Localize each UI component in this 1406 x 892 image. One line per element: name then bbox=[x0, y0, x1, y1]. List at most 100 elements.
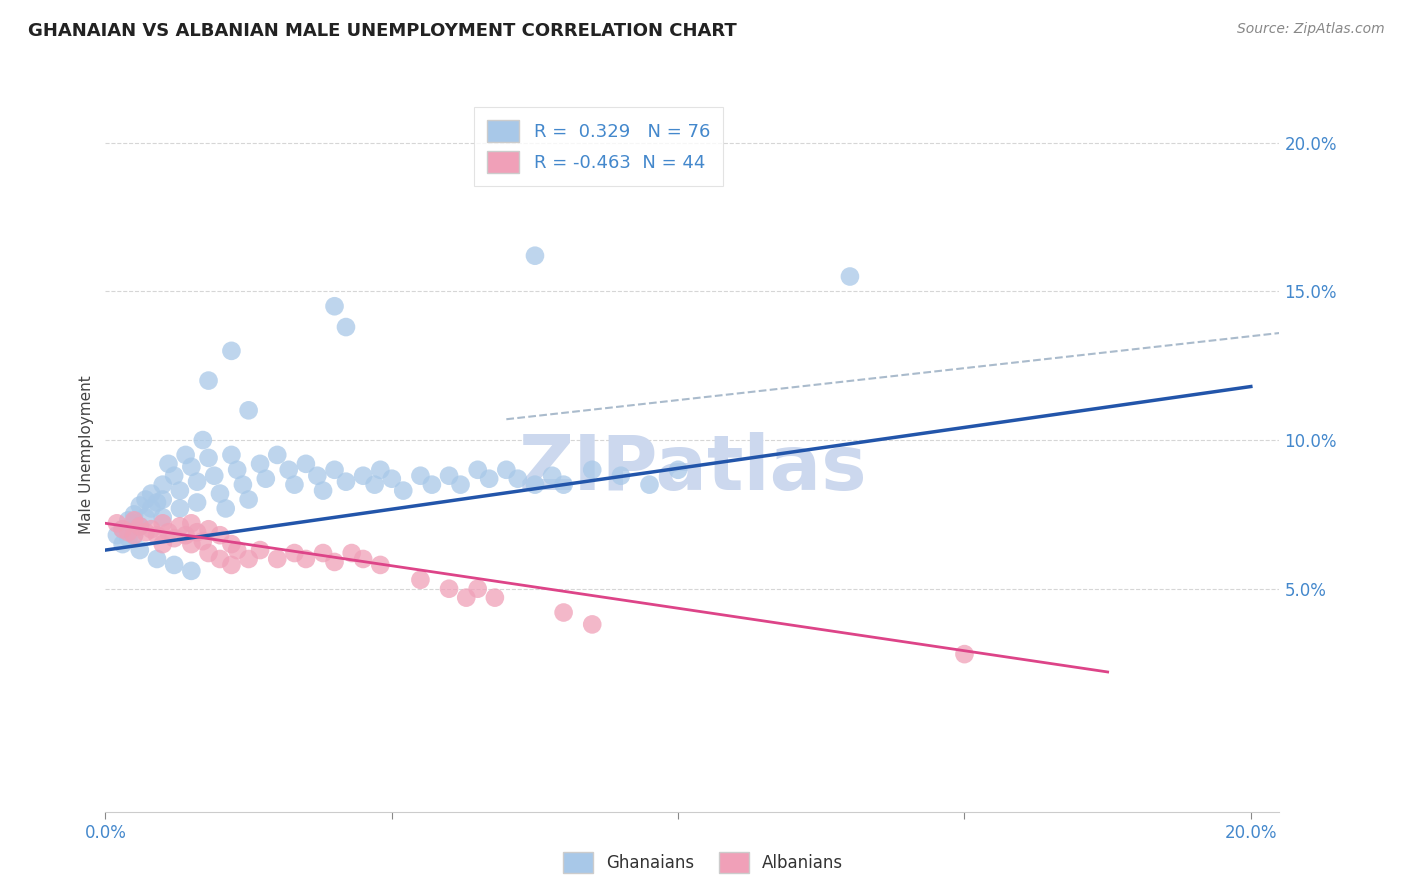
Point bbox=[232, 477, 254, 491]
Point bbox=[312, 483, 335, 498]
Point bbox=[122, 516, 145, 531]
Point bbox=[174, 528, 197, 542]
Point bbox=[581, 463, 603, 477]
Point bbox=[370, 463, 392, 477]
Point bbox=[128, 519, 150, 533]
Point bbox=[141, 501, 163, 516]
Legend: Ghanaians, Albanians: Ghanaians, Albanians bbox=[555, 846, 851, 880]
Point bbox=[277, 463, 299, 477]
Point bbox=[323, 299, 346, 313]
Point bbox=[186, 475, 208, 489]
Point bbox=[553, 477, 575, 491]
Point bbox=[335, 320, 357, 334]
Point bbox=[467, 463, 489, 477]
Point bbox=[610, 468, 633, 483]
Point bbox=[226, 543, 249, 558]
Text: ZIPatlas: ZIPatlas bbox=[519, 433, 866, 506]
Point bbox=[581, 617, 603, 632]
Point bbox=[221, 448, 243, 462]
Point bbox=[456, 591, 478, 605]
Point bbox=[839, 269, 862, 284]
Point bbox=[111, 537, 134, 551]
Point bbox=[197, 450, 219, 465]
Point bbox=[128, 543, 150, 558]
Point bbox=[363, 477, 385, 491]
Point bbox=[370, 558, 392, 572]
Point bbox=[208, 486, 231, 500]
Point bbox=[323, 555, 346, 569]
Point bbox=[169, 501, 191, 516]
Point bbox=[266, 448, 288, 462]
Point bbox=[111, 522, 134, 536]
Point bbox=[392, 483, 415, 498]
Point bbox=[208, 528, 231, 542]
Point bbox=[169, 519, 191, 533]
Point bbox=[191, 433, 214, 447]
Point bbox=[122, 508, 145, 522]
Point bbox=[163, 531, 186, 545]
Point bbox=[484, 591, 506, 605]
Point bbox=[666, 463, 689, 477]
Point bbox=[146, 495, 169, 509]
Point bbox=[122, 513, 145, 527]
Point bbox=[122, 528, 145, 542]
Point bbox=[638, 477, 661, 491]
Point bbox=[495, 463, 517, 477]
Point bbox=[152, 492, 174, 507]
Point bbox=[541, 468, 564, 483]
Point bbox=[197, 546, 219, 560]
Point bbox=[135, 510, 157, 524]
Point bbox=[152, 510, 174, 524]
Point bbox=[478, 472, 501, 486]
Point bbox=[169, 483, 191, 498]
Point bbox=[128, 499, 150, 513]
Point bbox=[157, 525, 180, 540]
Text: Source: ZipAtlas.com: Source: ZipAtlas.com bbox=[1237, 22, 1385, 37]
Point bbox=[295, 457, 318, 471]
Point bbox=[157, 457, 180, 471]
Point bbox=[295, 552, 318, 566]
Point bbox=[215, 501, 238, 516]
Point bbox=[191, 534, 214, 549]
Point bbox=[249, 543, 271, 558]
Point bbox=[420, 477, 443, 491]
Point bbox=[180, 537, 202, 551]
Point bbox=[238, 492, 260, 507]
Point bbox=[105, 528, 128, 542]
Point bbox=[523, 249, 546, 263]
Point bbox=[221, 343, 243, 358]
Point bbox=[467, 582, 489, 596]
Point bbox=[152, 516, 174, 531]
Point bbox=[335, 475, 357, 489]
Point bbox=[523, 477, 546, 491]
Point bbox=[202, 468, 225, 483]
Point bbox=[254, 472, 277, 486]
Point bbox=[312, 546, 335, 560]
Point bbox=[163, 558, 186, 572]
Point bbox=[180, 459, 202, 474]
Point bbox=[352, 552, 374, 566]
Point bbox=[506, 472, 529, 486]
Point bbox=[141, 486, 163, 500]
Point bbox=[221, 537, 243, 551]
Point bbox=[226, 463, 249, 477]
Point bbox=[953, 647, 976, 661]
Point bbox=[152, 477, 174, 491]
Point bbox=[307, 468, 329, 483]
Point bbox=[283, 546, 305, 560]
Point bbox=[186, 525, 208, 540]
Point bbox=[152, 537, 174, 551]
Point bbox=[141, 522, 163, 536]
Point bbox=[283, 477, 305, 491]
Point bbox=[174, 448, 197, 462]
Point bbox=[180, 564, 202, 578]
Point bbox=[221, 558, 243, 572]
Point bbox=[111, 522, 134, 536]
Point bbox=[208, 552, 231, 566]
Point bbox=[238, 552, 260, 566]
Point bbox=[409, 468, 432, 483]
Point bbox=[553, 606, 575, 620]
Point bbox=[340, 546, 363, 560]
Point bbox=[197, 522, 219, 536]
Point bbox=[450, 477, 472, 491]
